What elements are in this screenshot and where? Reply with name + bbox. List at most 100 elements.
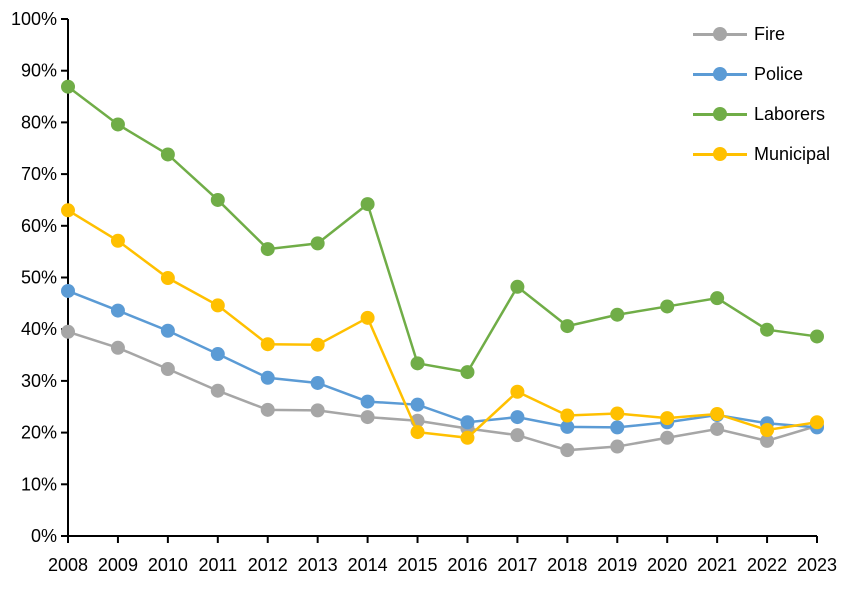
marker-laborers-2011 xyxy=(210,192,225,207)
x-axis-tick-label: 2009 xyxy=(98,555,138,575)
x-axis-tick-label: 2015 xyxy=(398,555,438,575)
marker-municipal-2013 xyxy=(310,337,325,352)
legend-item-police: Police xyxy=(693,54,830,94)
x-axis-tick-label: 2018 xyxy=(547,555,587,575)
marker-municipal-2020 xyxy=(660,411,675,426)
x-axis-tick-label: 2016 xyxy=(447,555,487,575)
marker-fire-2020 xyxy=(660,430,675,445)
marker-municipal-2023 xyxy=(810,415,824,430)
y-axis-tick-label: 50% xyxy=(21,268,57,288)
marker-fire-2018 xyxy=(560,443,575,458)
marker-fire-2011 xyxy=(210,383,225,398)
series-line-municipal xyxy=(67,209,818,440)
x-axis-tick-label: 2023 xyxy=(797,555,837,575)
marker-municipal-2016 xyxy=(460,430,475,445)
series-line-police xyxy=(67,289,818,429)
legend-label-police: Police xyxy=(754,64,804,84)
marker-fire-2017 xyxy=(510,428,525,443)
marker-municipal-2021 xyxy=(710,406,725,421)
marker-municipal-2015 xyxy=(410,425,425,440)
police-series-swatch-icon xyxy=(693,67,747,81)
y-axis-tick-label: 20% xyxy=(21,423,57,443)
marker-municipal-2012 xyxy=(260,337,275,352)
marker-laborers-2016 xyxy=(460,365,475,380)
marker-municipal-2008 xyxy=(61,203,75,218)
marker-fire-2019 xyxy=(610,439,625,454)
y-axis-tick-label: 90% xyxy=(21,61,57,81)
marker-police-2011 xyxy=(210,347,225,362)
marker-fire-2012 xyxy=(260,402,275,417)
marker-laborers-2013 xyxy=(310,236,325,251)
marker-fire-2021 xyxy=(710,421,725,436)
marker-laborers-2010 xyxy=(160,147,175,162)
marker-municipal-2011 xyxy=(210,298,225,313)
y-axis-tick-label: 100% xyxy=(11,9,57,29)
legend-label-municipal: Municipal xyxy=(754,144,831,164)
marker-police-2015 xyxy=(410,397,425,412)
y-axis-tick-label: 30% xyxy=(21,371,57,391)
marker-laborers-2021 xyxy=(710,291,725,306)
x-axis-tick-label: 2014 xyxy=(348,555,388,575)
x-axis-tick-label: 2010 xyxy=(148,555,188,575)
legend: Fire Police Laborers Municipal xyxy=(693,14,830,174)
marker-laborers-2023 xyxy=(810,329,824,344)
y-axis-tick-label: 10% xyxy=(21,474,57,494)
marker-fire-2013 xyxy=(310,403,325,418)
marker-fire-2010 xyxy=(160,362,175,377)
y-axis-tick-label: 60% xyxy=(21,216,57,236)
marker-municipal-2022 xyxy=(760,423,775,438)
marker-laborers-2018 xyxy=(560,319,575,334)
marker-municipal-2010 xyxy=(160,271,175,286)
y-axis-tick-label: 40% xyxy=(21,319,57,339)
marker-police-2009 xyxy=(110,303,125,318)
marker-police-2016 xyxy=(460,415,475,430)
marker-fire-2014 xyxy=(360,410,375,425)
laborers-series-swatch-icon xyxy=(693,107,747,121)
fire-series-swatch-icon xyxy=(693,27,747,41)
marker-laborers-2020 xyxy=(660,299,675,314)
legend-item-municipal: Municipal xyxy=(693,134,830,174)
marker-fire-2008 xyxy=(61,324,75,339)
x-axis-tick-label: 2008 xyxy=(48,555,88,575)
x-axis-tick-label: 2020 xyxy=(647,555,687,575)
marker-laborers-2009 xyxy=(110,117,125,132)
marker-fire-2009 xyxy=(110,340,125,355)
y-axis-tick-label: 80% xyxy=(21,112,57,132)
legend-item-fire: Fire xyxy=(693,14,830,54)
marker-laborers-2022 xyxy=(760,322,775,337)
x-axis-tick-label: 2022 xyxy=(747,555,787,575)
marker-police-2017 xyxy=(510,410,525,425)
marker-laborers-2015 xyxy=(410,356,425,371)
series-line-fire xyxy=(67,330,818,452)
municipal-series-swatch-icon xyxy=(693,147,747,161)
legend-label-fire: Fire xyxy=(754,24,785,44)
marker-police-2019 xyxy=(610,420,625,435)
x-axis-tick-label: 2017 xyxy=(497,555,537,575)
marker-laborers-2014 xyxy=(360,197,375,212)
y-axis-tick-label: 0% xyxy=(31,526,57,546)
marker-fire-2022 xyxy=(760,433,775,448)
legend-item-laborers: Laborers xyxy=(693,94,830,134)
marker-municipal-2014 xyxy=(360,310,375,325)
marker-police-2018 xyxy=(560,419,575,434)
marker-municipal-2017 xyxy=(510,384,525,399)
x-axis-tick-label: 2012 xyxy=(248,555,288,575)
x-axis-tick-label: 2013 xyxy=(298,555,338,575)
y-axis-tick-label: 70% xyxy=(21,164,57,184)
marker-laborers-2012 xyxy=(260,242,275,257)
series-line-laborers xyxy=(67,85,818,374)
marker-laborers-2019 xyxy=(610,307,625,322)
marker-municipal-2018 xyxy=(560,408,575,423)
marker-municipal-2009 xyxy=(110,233,125,248)
x-axis-tick-label: 2021 xyxy=(697,555,737,575)
marker-police-2008 xyxy=(61,283,75,298)
x-axis-tick-label: 2011 xyxy=(198,555,237,575)
x-axis-tick-label: 2019 xyxy=(597,555,637,575)
legend-label-laborers: Laborers xyxy=(754,104,826,124)
marker-police-2014 xyxy=(360,394,375,409)
marker-laborers-2008 xyxy=(61,79,75,94)
marker-police-2012 xyxy=(260,370,275,385)
marker-police-2013 xyxy=(310,375,325,390)
